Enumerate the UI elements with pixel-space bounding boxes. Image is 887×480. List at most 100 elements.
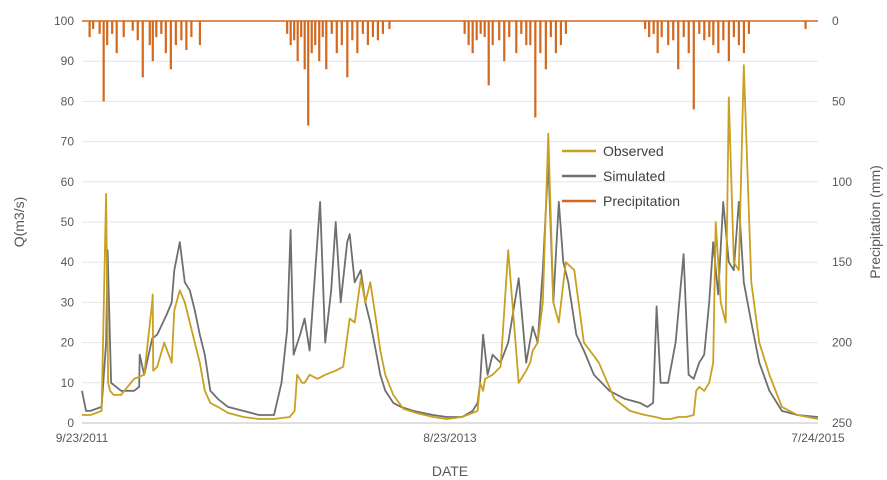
series-line-simulated (81, 160, 819, 418)
precipitation-bar (479, 21, 482, 34)
precipitation-bar (164, 21, 167, 54)
precipitation-bar (293, 21, 296, 41)
precipitation-bar (483, 21, 486, 38)
y2-tick-label: 200 (832, 336, 852, 350)
y2-axis-title: Precipitation (mm) (867, 165, 883, 279)
precipitation-bar (300, 21, 303, 38)
y2-tick-label: 150 (832, 255, 852, 269)
precipitation-bar (498, 21, 501, 41)
series-lines (81, 64, 819, 420)
y-tick-label: 100 (54, 14, 74, 28)
precipitation-bar (366, 21, 369, 46)
y-tick-label: 40 (61, 255, 75, 269)
precipitation-bar (515, 21, 518, 54)
precipitation-bar (717, 21, 720, 54)
precipitation-bar (185, 21, 188, 50)
precipitation-bar (525, 21, 528, 46)
precipitation-bar (155, 21, 158, 38)
precipitation-bar (722, 21, 725, 41)
precipitation-bar (111, 21, 114, 34)
precipitation-bar (381, 21, 385, 34)
precipitation-bar (330, 21, 333, 34)
precipitation-bar (712, 21, 715, 46)
precipitation-bar (742, 21, 745, 54)
precipitation-bar (667, 21, 670, 46)
right-axis-ticks: 0 50 100 150 200 250 (832, 14, 852, 430)
precipitation-bar (656, 21, 659, 54)
precipitation-bar (141, 21, 144, 78)
precipitation-bar (289, 21, 292, 46)
left-axis-ticks: 0 10 20 30 40 50 60 70 80 90 100 (54, 14, 74, 430)
precipitation-bar (732, 21, 735, 38)
precipitation-bar (102, 21, 105, 102)
precipitation-bar (508, 21, 511, 38)
legend: Observed Simulated Precipitation (562, 143, 680, 209)
legend-label-simulated: Simulated (603, 168, 665, 184)
precipitation-bar (92, 21, 95, 30)
x-tick-label: 8/23/2013 (423, 431, 477, 445)
precipitation-bar (106, 21, 109, 46)
precipitation-bar (190, 21, 193, 38)
y2-tick-label: 0 (832, 14, 839, 28)
precipitation-bar (747, 21, 751, 34)
gridlines (82, 60, 818, 384)
y2-tick-label: 50 (832, 94, 846, 108)
precipitation-bar (318, 21, 321, 62)
y-tick-label: 30 (61, 295, 75, 309)
precipitation-bar (286, 21, 289, 34)
precipitation-bar (698, 21, 701, 34)
precipitation-bar (520, 21, 523, 34)
precipitation-bar (174, 21, 177, 46)
precipitation-bar (549, 21, 552, 38)
precipitation-bar (351, 21, 354, 41)
legend-label-observed: Observed (603, 143, 664, 159)
y-tick-label: 60 (61, 175, 75, 189)
x-axis-ticks: 9/23/2011 8/23/2013 7/24/2015 (56, 431, 845, 445)
precipitation-bar (737, 21, 740, 46)
precipitation-bar (310, 21, 313, 54)
precipitation-bar (198, 21, 202, 46)
precipitation-bar (303, 21, 306, 70)
precipitation-bar (534, 21, 537, 118)
precipitation-bar (388, 21, 391, 30)
precipitation-bar (672, 21, 675, 41)
y-tick-label: 20 (61, 336, 75, 350)
precipitation-bar (151, 21, 154, 62)
precipitation-bar (98, 21, 101, 34)
precipitation-bar (346, 21, 349, 78)
precipitation-bar (296, 21, 299, 62)
series-line-observed (82, 64, 819, 420)
precipitation-bar (122, 21, 125, 38)
y-tick-label: 90 (61, 54, 75, 68)
precipitation-bar (321, 21, 324, 38)
precipitation-bar (340, 21, 343, 46)
precipitation-bar (554, 21, 557, 54)
y2-tick-label: 250 (832, 416, 852, 430)
y2-tick-label: 100 (832, 175, 852, 189)
precipitation-bar (471, 21, 474, 54)
precipitation-bar (544, 21, 547, 70)
precipitation-bar (660, 21, 663, 38)
precipitation-bar (160, 21, 163, 34)
y-axis-title: Q(m3/s) (11, 197, 27, 248)
y-tick-label: 70 (61, 135, 75, 149)
precipitation-bar (687, 21, 690, 54)
precipitation-bar (361, 21, 364, 34)
y-tick-label: 80 (61, 94, 75, 108)
precipitation-bar (682, 21, 685, 38)
precipitation-bar (335, 21, 338, 54)
precipitation-bar (559, 21, 563, 46)
precipitation-bar (467, 21, 470, 46)
y-tick-label: 50 (61, 215, 75, 229)
precipitation-bar (475, 21, 478, 41)
precipitation-bar (115, 21, 118, 54)
precipitation-bar (503, 21, 506, 62)
precipitation-bar (356, 21, 359, 54)
x-tick-label: 7/24/2015 (791, 431, 845, 445)
precipitation-bar (314, 21, 317, 46)
precipitation-bar (131, 21, 134, 31)
precipitation-bar (703, 21, 706, 41)
precipitation-bar (376, 21, 380, 41)
precipitation-bar (804, 21, 807, 30)
precipitation-bar (652, 21, 655, 34)
